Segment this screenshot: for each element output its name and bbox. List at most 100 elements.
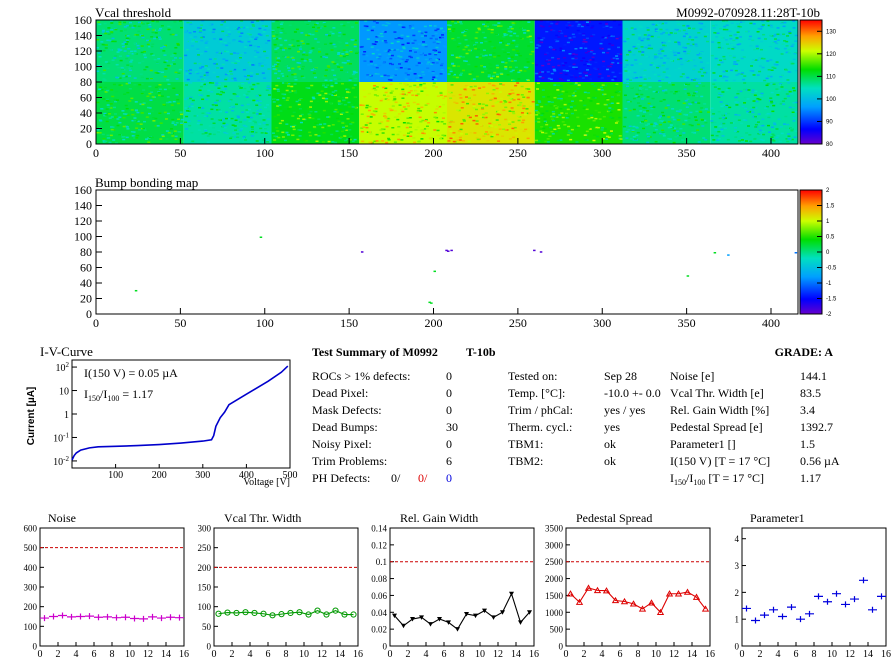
pixel-noise xyxy=(653,73,657,76)
pixel-noise xyxy=(100,41,104,43)
pedestal-point xyxy=(701,605,710,612)
pixel-noise xyxy=(139,73,143,75)
pixel-noise xyxy=(512,79,516,82)
pixel-noise xyxy=(545,30,549,33)
pixel-noise xyxy=(417,74,421,77)
pixel-noise xyxy=(646,96,650,98)
pixel-noise xyxy=(720,128,724,131)
pixel-noise xyxy=(164,118,168,120)
pixel-noise xyxy=(452,73,456,76)
pixel-noise xyxy=(231,77,235,80)
pixel-noise xyxy=(263,64,267,66)
pixel-noise xyxy=(157,58,161,60)
pixel-noise xyxy=(514,69,518,72)
pixel-noise xyxy=(369,116,373,118)
pixel-noise xyxy=(578,75,582,78)
pixel-noise xyxy=(608,109,612,112)
pixel-noise xyxy=(140,45,144,47)
pixel-noise xyxy=(395,58,399,61)
pixel-noise xyxy=(721,135,725,137)
pixel-noise xyxy=(161,134,165,136)
pixel-noise xyxy=(196,55,200,58)
pixel-noise xyxy=(591,83,595,85)
pixel-noise xyxy=(223,88,227,90)
pixel-noise xyxy=(417,30,421,33)
pixel-noise xyxy=(340,130,344,133)
pixel-noise xyxy=(508,101,512,104)
pixel-noise xyxy=(368,122,372,125)
pixel-noise xyxy=(374,41,378,43)
pixel-noise xyxy=(597,111,601,114)
pixel-noise xyxy=(639,110,643,112)
pixel-noise xyxy=(290,125,294,128)
pixel-noise xyxy=(379,32,383,35)
pixel-noise xyxy=(452,39,456,41)
pixel-noise xyxy=(206,68,210,70)
pixel-noise xyxy=(401,43,405,46)
pixel-noise xyxy=(331,61,335,63)
bump-map-scale-label: 0 xyxy=(826,250,830,256)
pixel-noise xyxy=(312,72,316,74)
pixel-noise xyxy=(717,44,721,46)
pixel-noise xyxy=(101,82,105,85)
noise-point xyxy=(166,614,175,621)
pixel-noise xyxy=(443,46,447,48)
pixel-noise xyxy=(552,115,556,118)
pixel-noise xyxy=(171,54,175,56)
pixel-noise xyxy=(751,70,755,72)
pixel-noise xyxy=(246,103,250,106)
pixel-noise xyxy=(255,101,259,103)
pixel-noise xyxy=(632,97,636,100)
pixel-noise xyxy=(505,33,509,36)
pixel-noise xyxy=(770,82,774,85)
pixel-noise xyxy=(749,140,753,143)
bump-map-ytick-label: 100 xyxy=(74,230,92,244)
pixel-noise xyxy=(748,35,752,38)
pixel-noise xyxy=(520,85,524,88)
pixel-noise xyxy=(743,96,747,99)
ph-defects-value-3: 0 xyxy=(446,471,452,485)
pixel-noise xyxy=(743,82,747,84)
pixel-noise xyxy=(535,129,539,132)
pixel-noise xyxy=(752,100,756,102)
pixel-noise xyxy=(559,41,563,43)
pixel-noise xyxy=(148,136,152,138)
pixel-noise xyxy=(476,106,480,109)
pixel-noise xyxy=(647,135,651,138)
pixel-noise xyxy=(109,134,113,137)
pixel-noise xyxy=(637,89,641,92)
pixel-noise xyxy=(184,98,188,101)
pixel-noise xyxy=(683,50,687,53)
pedestal-point xyxy=(620,597,629,605)
pixel-noise xyxy=(418,43,422,45)
pixel-noise xyxy=(234,103,238,106)
pixel-noise xyxy=(584,51,588,54)
pixel-noise xyxy=(590,26,594,29)
pixel-noise xyxy=(632,45,636,48)
pixel-noise xyxy=(252,120,256,123)
pixel-noise xyxy=(519,54,523,57)
pixel-noise xyxy=(569,107,573,109)
pixel-noise xyxy=(673,51,677,54)
pixel-noise xyxy=(464,46,468,48)
pixel-noise xyxy=(749,45,753,47)
pixel-noise xyxy=(788,106,792,109)
pixel-noise xyxy=(522,96,526,98)
bump-map-xtick-label: 300 xyxy=(593,316,611,330)
pixel-noise xyxy=(199,67,203,69)
pixel-noise xyxy=(407,68,411,70)
pixel-noise xyxy=(389,83,393,86)
module-id: M0992-070928.11:28T-10b xyxy=(676,5,820,20)
pixel-noise xyxy=(205,40,209,43)
pixel-noise xyxy=(341,29,345,32)
pixel-noise xyxy=(255,95,259,97)
pixel-noise xyxy=(543,120,547,123)
pixel-noise xyxy=(97,21,101,23)
pixel-noise xyxy=(278,37,282,40)
pixel-noise xyxy=(653,122,657,124)
pixel-noise xyxy=(488,54,492,56)
pixel-noise xyxy=(443,123,447,125)
pixel-noise xyxy=(199,123,203,126)
pixel-noise xyxy=(243,52,247,54)
pixel-noise xyxy=(259,34,263,36)
